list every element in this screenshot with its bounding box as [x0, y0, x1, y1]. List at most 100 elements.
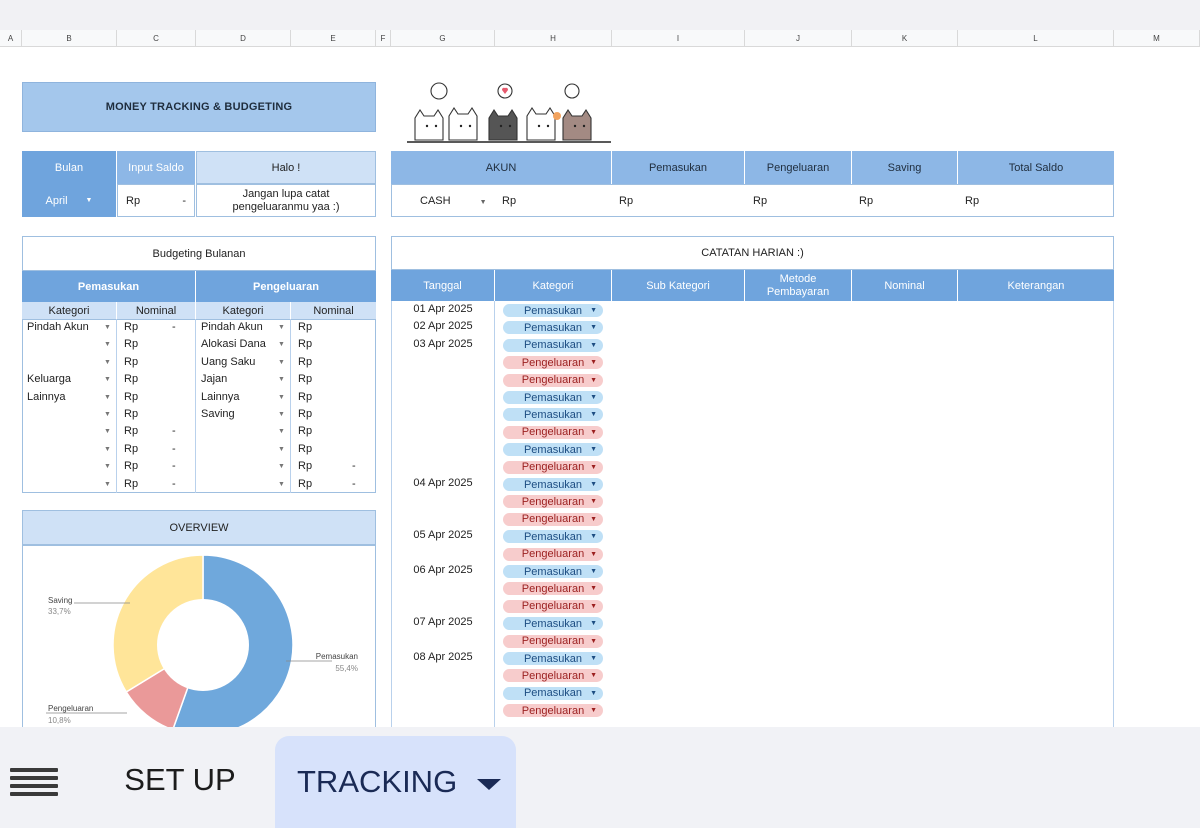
income-currency: Rp [124, 408, 139, 420]
expense-category: Alokasi Dana [201, 338, 266, 351]
column-letter[interactable]: M [1114, 30, 1200, 47]
chevron-down-icon[interactable]: ▼ [278, 428, 285, 436]
kategori-dropdown[interactable]: Pengeluaran ▼ [503, 669, 603, 683]
chevron-down-icon[interactable]: ▼ [104, 393, 111, 401]
chevron-down-icon[interactable]: ▼ [278, 324, 285, 331]
chevron-down-icon[interactable]: ▼ [278, 393, 285, 401]
chevron-down-icon[interactable]: ▼ [278, 480, 285, 488]
chevron-down-icon: ▼ [479, 199, 487, 206]
pemasukan-value: Rp [619, 195, 634, 207]
chevron-down-icon[interactable]: ▼ [278, 341, 285, 349]
kategori-label: Pemasukan [523, 530, 583, 543]
column-letter[interactable]: J [745, 30, 852, 47]
kategori-dropdown[interactable]: Pengeluaran ▼ [503, 512, 603, 526]
kategori-dropdown[interactable]: Pemasukan ▼ [503, 338, 603, 352]
kategori-dropdown[interactable]: Pengeluaran ▼ [503, 634, 603, 648]
month-value: April [45, 194, 68, 207]
kategori-label: Pengeluaran [521, 461, 585, 474]
chevron-down-icon[interactable]: ▼ [278, 463, 285, 471]
row-date: 01 Apr 2025 [413, 303, 473, 315]
column-letter[interactable]: I [612, 30, 745, 47]
kategori-dropdown[interactable]: Pemasukan ▼ [503, 321, 603, 335]
column-letter[interactable]: E [291, 30, 376, 47]
kategori-dropdown[interactable]: Pemasukan ▼ [503, 652, 603, 665]
column-letter[interactable]: H [495, 30, 612, 47]
kategori-dropdown[interactable]: Pemasukan ▼ [503, 478, 603, 491]
kategori-dropdown[interactable]: Pengeluaran ▼ [503, 582, 603, 596]
chevron-down-icon[interactable]: ▼ [104, 445, 111, 453]
chevron-down-icon[interactable]: ▼ [104, 358, 111, 366]
kategori-dropdown[interactable]: Pengeluaran ▼ [503, 425, 603, 439]
kategori-dropdown[interactable]: Pemasukan ▼ [503, 408, 603, 422]
column-letter[interactable]: L [958, 30, 1114, 47]
input-saldo-cell[interactable]: Rp - [117, 184, 195, 217]
expense-currency: Rp [298, 338, 313, 351]
chevron-down-icon[interactable]: ▼ [104, 428, 111, 436]
chevron-down-icon: ▼ [590, 359, 597, 367]
account-select[interactable]: CASH ▼ [420, 195, 487, 207]
row-date: 05 Apr 2025 [413, 529, 473, 542]
kategori-dropdown[interactable]: Pemasukan ▼ [503, 686, 603, 700]
column-letter[interactable]: C [117, 30, 196, 47]
column-letter[interactable]: G [391, 30, 495, 47]
row-date: 04 Apr 2025 [413, 477, 473, 489]
month-select[interactable]: April ▼ [22, 184, 116, 217]
income-slice-name: Pemasukan [316, 652, 358, 661]
kategori-dropdown[interactable]: Pengeluaran ▼ [503, 460, 603, 474]
kategori-header: Kategori [495, 270, 611, 301]
hamburger-menu-icon[interactable] [10, 768, 58, 804]
kategori-dropdown[interactable]: Pemasukan ▼ [503, 391, 603, 404]
kategori-dropdown[interactable]: Pemasukan ▼ [503, 443, 603, 457]
kategori-dropdown[interactable]: Pemasukan ▼ [503, 304, 603, 317]
chevron-down-icon[interactable]: ▼ [104, 341, 111, 349]
chevron-down-icon: ▼ [590, 602, 597, 610]
chevron-down-icon[interactable]: ▼ [104, 463, 111, 471]
column-letter[interactable]: B [22, 30, 117, 47]
chevron-down-icon[interactable]: ▼ [278, 445, 285, 453]
chevron-down-icon[interactable]: ▼ [278, 358, 285, 366]
chevron-down-icon[interactable]: ▼ [104, 376, 111, 384]
kategori-label: Pengeluaran [521, 356, 585, 369]
column-letter[interactable]: K [852, 30, 958, 47]
kategori-dropdown[interactable]: Pengeluaran ▼ [503, 356, 603, 370]
column-letter[interactable]: D [196, 30, 291, 47]
income-header: Pemasukan [22, 271, 195, 302]
expense-currency: Rp [298, 373, 313, 386]
chevron-down-icon[interactable]: ▼ [104, 411, 111, 418]
budgeting-table-body [22, 319, 376, 493]
kategori-dropdown[interactable]: Pengeluaran ▼ [503, 495, 603, 509]
saving-value: Rp [859, 195, 874, 207]
spreadsheet-grid[interactable]: MONEY TRACKING & BUDGETING Bulan Input S… [0, 47, 1200, 727]
chevron-down-icon[interactable]: ▼ [104, 324, 111, 331]
kategori-label: Pengeluaran [521, 600, 585, 613]
tab-tracking[interactable]: TRACKING [275, 736, 516, 828]
kategori-dropdown[interactable]: Pemasukan ▼ [503, 530, 603, 544]
caret-down-icon[interactable] [477, 778, 502, 790]
chevron-down-icon[interactable]: ▼ [104, 480, 111, 488]
chevron-down-icon[interactable]: ▼ [278, 376, 285, 384]
kategori-dropdown[interactable]: Pemasukan ▼ [503, 565, 603, 578]
chevron-down-icon: ▼ [590, 620, 597, 628]
chevron-down-icon[interactable]: ▼ [278, 411, 285, 418]
saving-header: Saving [852, 151, 957, 184]
kategori-label: Pengeluaran [521, 513, 585, 526]
column-letter[interactable]: A [0, 30, 22, 47]
kategori-label: Pemasukan [523, 443, 583, 456]
kategori-dropdown[interactable]: Pengeluaran ▼ [503, 599, 603, 613]
column-letter[interactable]: F [376, 30, 391, 47]
kategori-dropdown[interactable]: Pengeluaran ▼ [503, 704, 603, 718]
chevron-down-icon: ▼ [590, 585, 597, 593]
tab-tracking-label: TRACKING [297, 764, 458, 799]
chevron-down-icon: ▼ [590, 446, 597, 454]
kategori-dropdown[interactable]: Pemasukan ▼ [503, 617, 603, 631]
chevron-down-icon: ▼ [85, 197, 93, 204]
total-saldo-header: Total Saldo [958, 151, 1114, 184]
chevron-down-icon: ▼ [590, 550, 597, 558]
expense-category: Jajan [201, 373, 228, 386]
kategori-dropdown[interactable]: Pengeluaran ▼ [503, 373, 603, 387]
sheet-tab-bar [0, 727, 1200, 828]
tab-setup[interactable]: SET UP [124, 762, 236, 797]
expense-currency: Rp [298, 442, 313, 455]
kategori-dropdown[interactable]: Pengeluaran ▼ [503, 547, 603, 561]
kategori-label: Pemasukan [523, 687, 583, 700]
